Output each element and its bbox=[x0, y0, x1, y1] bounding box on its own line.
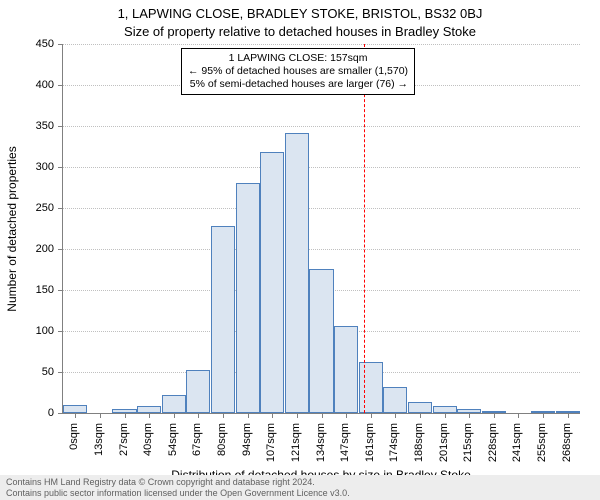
y-tick-mark bbox=[58, 44, 63, 45]
x-tick-label: 147sqm bbox=[339, 423, 351, 462]
x-tick-mark bbox=[149, 413, 150, 418]
y-tick-label: 50 bbox=[0, 366, 54, 378]
y-tick-mark bbox=[58, 126, 63, 127]
x-tick-label: 161sqm bbox=[364, 423, 376, 462]
gridline-h bbox=[63, 208, 580, 209]
histogram-bar bbox=[309, 269, 333, 413]
y-tick-label: 300 bbox=[0, 161, 54, 173]
x-tick-label: 27sqm bbox=[118, 423, 130, 456]
histogram-bar bbox=[359, 362, 383, 413]
y-tick-mark bbox=[58, 249, 63, 250]
histogram-bar bbox=[408, 402, 432, 413]
y-tick-mark bbox=[58, 413, 63, 414]
histogram-bar bbox=[186, 370, 210, 413]
x-tick-mark bbox=[272, 413, 273, 418]
x-tick-label: 255sqm bbox=[536, 423, 548, 462]
y-tick-label: 150 bbox=[0, 284, 54, 296]
histogram-bar bbox=[211, 226, 235, 413]
x-tick-label: 0sqm bbox=[68, 423, 80, 450]
footer-line-2: Contains public sector information licen… bbox=[6, 488, 594, 498]
x-tick-mark bbox=[198, 413, 199, 418]
annotation-line-2: ← 95% of detached houses are smaller (1,… bbox=[188, 65, 408, 78]
x-tick-mark bbox=[420, 413, 421, 418]
y-tick-mark bbox=[58, 167, 63, 168]
histogram-bar bbox=[63, 405, 87, 413]
histogram-bar bbox=[285, 133, 309, 413]
x-tick-mark bbox=[248, 413, 249, 418]
y-tick-label: 100 bbox=[0, 325, 54, 337]
y-tick-label: 350 bbox=[0, 120, 54, 132]
y-tick-mark bbox=[58, 208, 63, 209]
x-tick-label: 134sqm bbox=[315, 423, 327, 462]
x-tick-label: 121sqm bbox=[290, 423, 302, 462]
x-tick-label: 174sqm bbox=[388, 423, 400, 462]
y-tick-mark bbox=[58, 372, 63, 373]
y-tick-label: 250 bbox=[0, 202, 54, 214]
x-tick-mark bbox=[174, 413, 175, 418]
histogram-bar bbox=[383, 387, 407, 413]
y-tick-label: 450 bbox=[0, 38, 54, 50]
x-tick-mark bbox=[568, 413, 569, 418]
x-tick-mark bbox=[100, 413, 101, 418]
x-tick-mark bbox=[223, 413, 224, 418]
x-tick-label: 201sqm bbox=[438, 423, 450, 462]
x-tick-mark bbox=[322, 413, 323, 418]
histogram-bar bbox=[162, 395, 186, 413]
footer-line-1: Contains HM Land Registry data © Crown c… bbox=[6, 477, 594, 487]
x-tick-label: 215sqm bbox=[462, 423, 474, 462]
x-tick-label: 80sqm bbox=[216, 423, 228, 456]
chart-container: { "titles": { "main": "1, LAPWING CLOSE,… bbox=[0, 0, 600, 500]
x-tick-mark bbox=[395, 413, 396, 418]
x-tick-mark bbox=[75, 413, 76, 418]
footer: Contains HM Land Registry data © Crown c… bbox=[0, 475, 600, 500]
x-tick-label: 40sqm bbox=[142, 423, 154, 456]
x-tick-mark bbox=[297, 413, 298, 418]
y-tick-mark bbox=[58, 331, 63, 332]
y-tick-mark bbox=[58, 85, 63, 86]
marker-vertical-line bbox=[364, 44, 365, 413]
x-tick-mark bbox=[346, 413, 347, 418]
chart-title-main: 1, LAPWING CLOSE, BRADLEY STOKE, BRISTOL… bbox=[0, 6, 600, 21]
y-tick-label: 200 bbox=[0, 243, 54, 255]
y-tick-label: 0 bbox=[0, 407, 54, 419]
histogram-bar bbox=[260, 152, 284, 413]
x-tick-label: 13sqm bbox=[93, 423, 105, 456]
x-tick-mark bbox=[494, 413, 495, 418]
x-tick-label: 268sqm bbox=[561, 423, 573, 462]
gridline-h bbox=[63, 167, 580, 168]
chart-title-sub: Size of property relative to detached ho… bbox=[0, 24, 600, 39]
x-tick-mark bbox=[125, 413, 126, 418]
y-tick-mark bbox=[58, 290, 63, 291]
x-tick-label: 241sqm bbox=[511, 423, 523, 462]
x-tick-label: 54sqm bbox=[167, 423, 179, 456]
x-tick-mark bbox=[445, 413, 446, 418]
plot-area: 1 LAPWING CLOSE: 157sqm ← 95% of detache… bbox=[62, 44, 580, 414]
annotation-box: 1 LAPWING CLOSE: 157sqm ← 95% of detache… bbox=[181, 48, 415, 95]
gridline-h bbox=[63, 126, 580, 127]
x-tick-label: 107sqm bbox=[265, 423, 277, 462]
histogram-bar bbox=[334, 326, 358, 413]
x-tick-mark bbox=[518, 413, 519, 418]
annotation-line-1: 1 LAPWING CLOSE: 157sqm bbox=[188, 52, 408, 65]
gridline-h bbox=[63, 249, 580, 250]
gridline-h bbox=[63, 44, 580, 45]
histogram-bar bbox=[236, 183, 260, 413]
x-tick-label: 94sqm bbox=[241, 423, 253, 456]
x-tick-mark bbox=[469, 413, 470, 418]
annotation-line-3: 5% of semi-detached houses are larger (7… bbox=[188, 78, 408, 91]
x-tick-mark bbox=[543, 413, 544, 418]
x-tick-mark bbox=[371, 413, 372, 418]
x-tick-label: 228sqm bbox=[487, 423, 499, 462]
x-tick-label: 67sqm bbox=[191, 423, 203, 456]
x-tick-label: 188sqm bbox=[413, 423, 425, 462]
histogram-bar bbox=[433, 406, 457, 413]
y-tick-label: 400 bbox=[0, 79, 54, 91]
